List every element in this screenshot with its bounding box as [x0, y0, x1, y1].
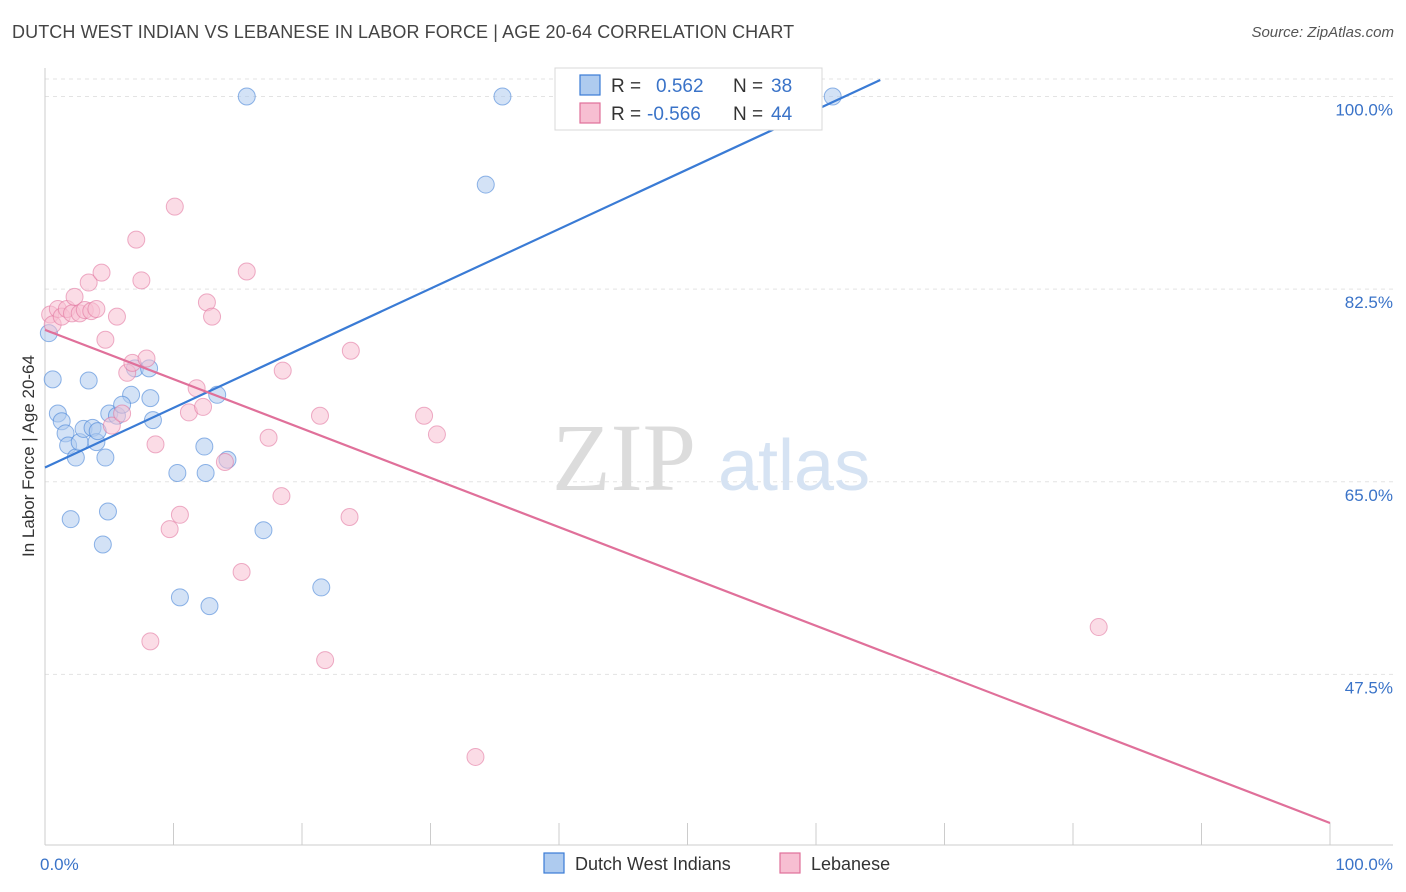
point-0-13 [96, 448, 115, 467]
point-1-11 [87, 299, 106, 318]
chart-title: DUTCH WEST INDIAN VS LEBANESE IN LABOR F… [12, 22, 795, 42]
point-0-37 [61, 510, 80, 529]
point-1-6 [65, 287, 84, 306]
x-tick-label-min: 0.0% [40, 855, 79, 874]
legend-n-label-1: N = [733, 104, 763, 125]
trend-line-1 [44, 328, 1331, 825]
point-1-35 [259, 428, 278, 447]
y-axis-title: In Labor Force | Age 20-64 [19, 355, 38, 557]
point-0-27 [196, 463, 215, 482]
point-1-22 [141, 632, 160, 651]
point-1-13 [96, 330, 115, 349]
trend-line-0 [44, 79, 881, 469]
legend-r-label-0: R = [611, 76, 641, 97]
point-0-9 [79, 371, 98, 390]
point-1-33 [232, 563, 251, 582]
legend-n-value-1: 44 [771, 104, 793, 125]
x-tick-label-max: 100.0% [1335, 855, 1393, 874]
series-lebanese [41, 197, 1108, 766]
point-1-24 [160, 520, 179, 539]
point-1-36 [272, 487, 291, 506]
point-0-34 [476, 175, 495, 194]
point-1-14 [102, 416, 121, 435]
point-1-29 [194, 397, 213, 416]
point-0-33 [312, 578, 331, 597]
point-0-24 [168, 463, 187, 482]
y-tick-label-3: 47.5% [1345, 678, 1393, 697]
point-1-44 [466, 747, 485, 766]
point-1-15 [107, 307, 126, 326]
point-0-35 [493, 87, 512, 106]
trend-lines [44, 79, 1331, 825]
legend-swatch-dutch-west-indians [579, 74, 601, 96]
point-1-12 [92, 263, 111, 282]
y-tick-label-2: 65.0% [1345, 486, 1393, 505]
point-1-25 [165, 197, 184, 216]
series-dutch-west-indians [39, 87, 842, 616]
legend-n-value-0: 38 [771, 76, 792, 97]
point-1-19 [127, 230, 146, 249]
point-1-41 [341, 341, 360, 360]
axes [44, 68, 1393, 846]
point-0-28 [200, 597, 219, 616]
point-0-31 [237, 87, 256, 106]
y-tick-label-1: 82.5% [1345, 293, 1393, 312]
point-0-14 [93, 535, 112, 554]
grid-lines [45, 78, 1393, 675]
point-1-32 [215, 452, 234, 471]
series-legend: Dutch West Indians Lebanese [543, 852, 890, 874]
point-1-34 [237, 262, 256, 281]
point-0-16 [98, 502, 117, 521]
point-1-16 [113, 404, 132, 423]
y-tick-labels: 100.0% 82.5% 65.0% 47.5% [1335, 101, 1393, 698]
point-1-20 [132, 271, 151, 290]
point-1-38 [310, 406, 329, 425]
x-ticks [173, 823, 1331, 845]
point-1-42 [415, 406, 434, 425]
legend-r-value-0: 0.562 [656, 76, 704, 97]
point-0-26 [195, 437, 214, 456]
legend-r-label-1: R = [611, 104, 641, 125]
point-1-9 [79, 273, 98, 292]
point-0-32 [254, 521, 273, 540]
y-tick-label-0: 100.0% [1335, 101, 1393, 120]
source-label: Source: ZipAtlas.com [1251, 24, 1394, 41]
point-1-45 [1089, 618, 1108, 637]
point-0-1 [43, 370, 62, 389]
point-0-25 [170, 588, 189, 607]
point-1-31 [203, 307, 222, 326]
point-1-26 [170, 505, 189, 524]
point-1-40 [340, 507, 359, 526]
watermark-zip: ZIP [552, 404, 696, 511]
point-1-37 [273, 361, 292, 380]
point-1-43 [427, 425, 446, 444]
series-legend-swatch-dutch-west-indians [543, 852, 565, 874]
point-1-21 [137, 349, 156, 368]
point-1-39 [316, 651, 335, 670]
correlation-legend: R = 0.562 N = 38 R = -0.566 N = 44 [554, 67, 823, 131]
series-legend-label-lebanese: Lebanese [811, 854, 890, 874]
point-1-23 [146, 435, 165, 454]
point-0-22 [141, 389, 160, 408]
watermark: ZIP atlas [552, 404, 870, 511]
legend-n-label-0: N = [733, 76, 763, 97]
series-legend-label-dutch-west-indians: Dutch West Indians [575, 854, 731, 874]
series-legend-swatch-lebanese [779, 852, 801, 874]
legend-swatch-lebanese [579, 102, 601, 124]
legend-r-value-1: -0.566 [647, 104, 701, 125]
watermark-atlas: atlas [718, 426, 870, 506]
